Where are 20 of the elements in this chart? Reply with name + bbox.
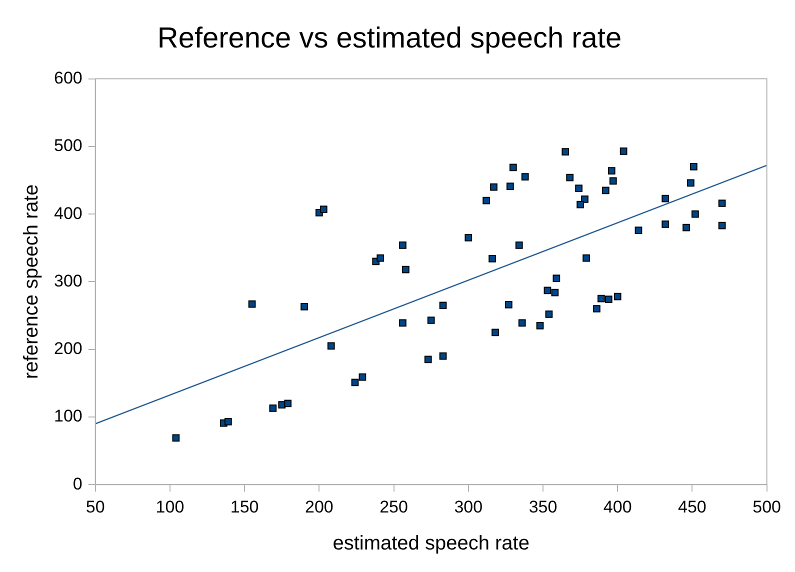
- x-axis-title: estimated speech rate: [332, 532, 530, 555]
- x-tick-label: 450: [678, 497, 706, 516]
- y-tick-label: 600: [54, 68, 82, 88]
- x-tick-label: 100: [156, 497, 184, 516]
- x-tick-label: 400: [603, 497, 632, 516]
- x-tick-label: 300: [454, 497, 483, 516]
- x-tick-label: 350: [528, 497, 558, 516]
- y-tick-label: 200: [54, 339, 82, 358]
- x-tick-label: 500: [752, 497, 782, 516]
- y-tick-label: 0: [72, 474, 82, 494]
- y-axis-title: reference speech rate: [20, 184, 43, 379]
- y-tick-label: 500: [54, 136, 82, 156]
- chart-title: Reference vs estimated speech rate: [157, 22, 622, 54]
- x-tick-label: 150: [230, 497, 259, 516]
- y-tick-label: 400: [54, 204, 82, 223]
- x-tick-label: 200: [304, 497, 334, 516]
- y-tick-label: 300: [54, 271, 82, 290]
- x-tick-label: 50: [86, 497, 105, 516]
- x-tick-label: 250: [380, 497, 408, 516]
- y-tick-label: 100: [54, 406, 82, 426]
